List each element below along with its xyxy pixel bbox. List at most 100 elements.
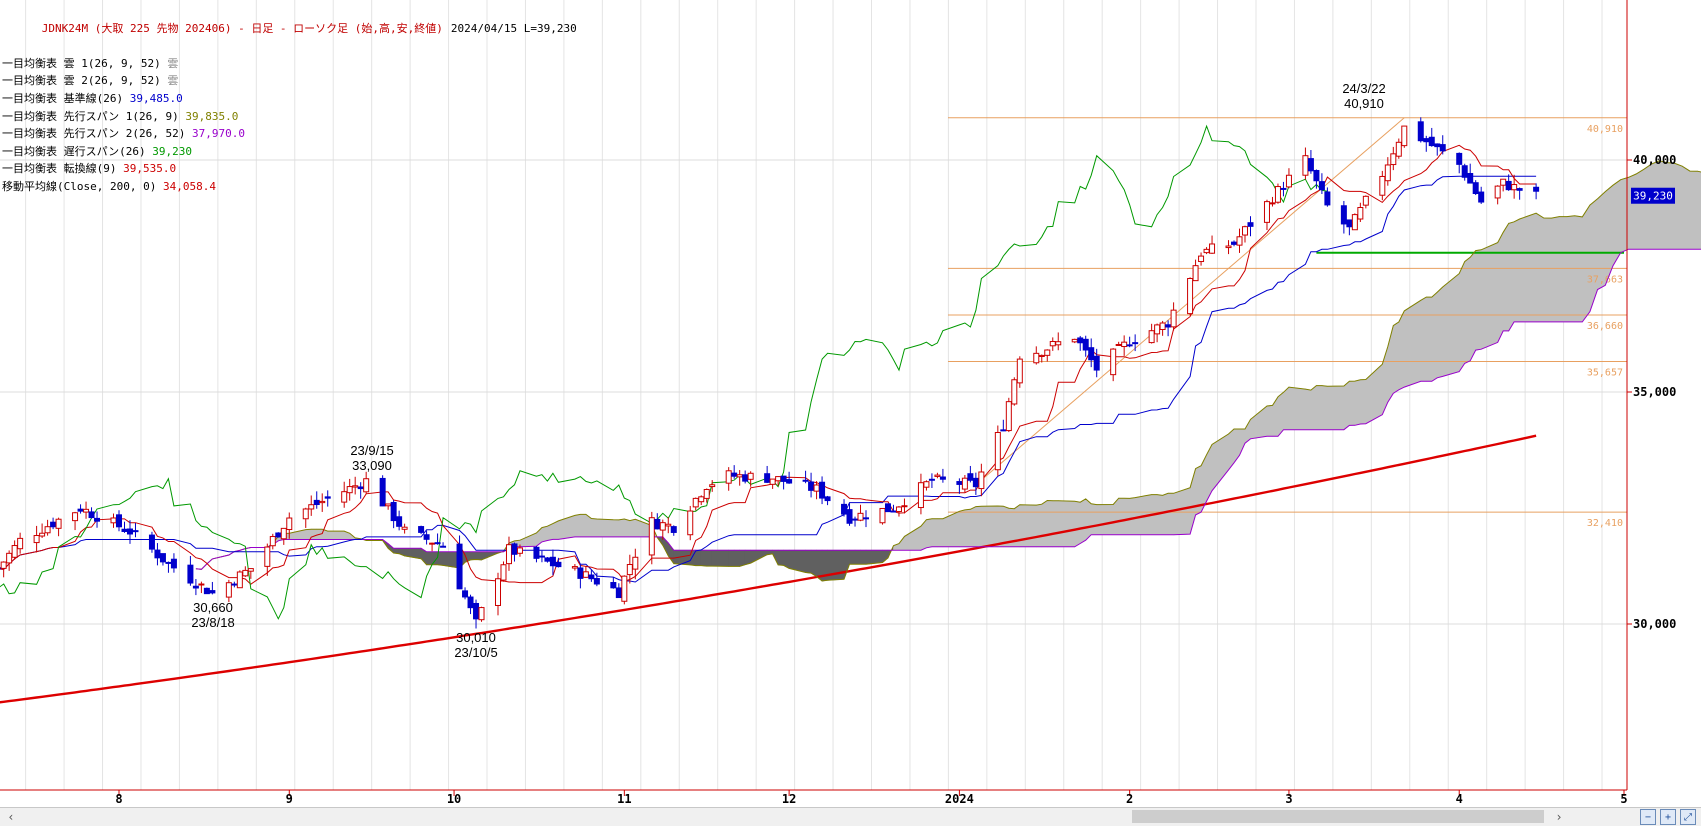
- cloud-segment: [1475, 249, 1482, 351]
- candle-body: [401, 526, 408, 530]
- candle-body: [725, 470, 732, 484]
- candle-body: [352, 485, 359, 488]
- candle-body: [1236, 236, 1243, 246]
- y-tick-label: 30,000: [1633, 617, 1676, 631]
- candle-body: [1351, 214, 1358, 231]
- moving-average-layer: [0, 434, 1537, 704]
- y-tick-label: 35,000: [1633, 385, 1676, 399]
- candle-body: [747, 472, 754, 480]
- indicator-legend: JDNK24M (大取 225 先物 202406) - 日足 - ローソク足 …: [2, 2, 577, 196]
- candle-body: [555, 561, 562, 568]
- senkou-span-b-line: [195, 248, 1701, 570]
- candle-body: [1263, 201, 1270, 223]
- candle-body: [923, 481, 930, 488]
- candle-body: [1313, 169, 1320, 182]
- candle-body: [654, 518, 661, 530]
- candle-body: [33, 535, 40, 544]
- cloud-segment: [1233, 428, 1240, 464]
- scroll-right-icon[interactable]: ›: [1555, 810, 1563, 824]
- candle-body: [1285, 174, 1292, 188]
- cloud-segment: [1651, 160, 1660, 250]
- cloud-segment: [926, 518, 933, 549]
- candle-body: [648, 517, 655, 556]
- candle-body: [1000, 429, 1007, 432]
- cloud-segment: [1697, 170, 1701, 250]
- zoom-out-icon[interactable]: −: [1640, 809, 1656, 825]
- candle-body: [736, 474, 743, 478]
- legend-value: 37,970.0: [192, 127, 246, 141]
- legend-label: 移動平均線(Close, 200, 0): [2, 179, 163, 193]
- candle-body: [429, 542, 436, 545]
- candle-body: [39, 532, 46, 537]
- candle-body: [1357, 207, 1364, 220]
- legend-row: 移動平均線(Close, 200, 0) 34,058.4: [2, 178, 577, 196]
- candle-body: [538, 555, 545, 558]
- candle-body: [802, 479, 809, 482]
- candle-body: [1467, 173, 1474, 184]
- candle-body: [385, 503, 392, 507]
- cloud-segment: [964, 508, 971, 548]
- cloud-segment: [1458, 261, 1466, 373]
- candle-body: [819, 481, 826, 499]
- x-tick-label: 9: [286, 792, 293, 806]
- candle-body: [1434, 143, 1441, 148]
- cloud-segment: [1393, 321, 1400, 394]
- candle-body: [961, 477, 968, 490]
- cloud-segment: [700, 549, 708, 567]
- horizontal-scrollbar[interactable]: ‹ › − + ⤢: [0, 807, 1701, 826]
- candle-body: [1340, 205, 1347, 225]
- candle-body: [187, 564, 194, 584]
- cloud-segment: [1096, 504, 1114, 536]
- candle-body: [209, 590, 216, 594]
- candle-body: [780, 475, 787, 482]
- candle-body: [626, 564, 633, 576]
- candle-body: [1362, 195, 1369, 206]
- candle-body: [610, 582, 617, 589]
- candle-body: [50, 521, 57, 528]
- cloud-segment: [574, 514, 581, 538]
- legend-row: 一目均衡表 転換線(9) 39,535.0: [2, 160, 577, 178]
- cloud-segment: [470, 551, 477, 561]
- candle-body: [11, 545, 18, 558]
- cloud-segment: [1162, 492, 1169, 536]
- cloud-segment: [711, 549, 729, 567]
- candle-body: [852, 518, 859, 521]
- candle-body: [423, 534, 430, 540]
- candle-body: [621, 575, 628, 602]
- scroll-left-icon[interactable]: ‹: [7, 810, 15, 824]
- candle-body: [269, 536, 276, 547]
- cloud-segment: [1436, 286, 1444, 379]
- fib-level-label: 37,663: [1587, 274, 1623, 285]
- cloud-segment: [865, 549, 883, 565]
- legend-label: 一目均衡表 基準線(26): [2, 91, 130, 105]
- cloud-segment: [1480, 242, 1498, 350]
- scrollbar-thumb[interactable]: [1132, 810, 1544, 823]
- candle-body: [786, 479, 793, 484]
- candle-body: [813, 484, 820, 492]
- candle-body: [1038, 354, 1045, 358]
- annotation-date: 23/10/5: [454, 645, 498, 660]
- annotation-value: 30,010: [456, 630, 496, 645]
- candle-body: [440, 545, 447, 548]
- fib-level-label: 32,410: [1587, 518, 1623, 529]
- candle-body: [379, 477, 386, 507]
- candle-body: [1472, 182, 1479, 195]
- fit-icon[interactable]: ⤢: [1680, 809, 1696, 825]
- candle-body: [742, 474, 749, 482]
- axes-layer: 30,000 35,000 40,000 8 9 10 11 12 2024 2 3 4 5 39,230: [0, 0, 1676, 806]
- zoom-in-icon[interactable]: +: [1660, 809, 1676, 825]
- cloud-segment: [1090, 503, 1097, 536]
- candle-body: [1401, 125, 1408, 147]
- candle-body: [1121, 341, 1128, 348]
- cloud-segment: [1469, 249, 1476, 361]
- cloud-segment: [1250, 405, 1268, 440]
- candle-body: [1005, 401, 1012, 432]
- candle-body: [846, 509, 853, 524]
- cloud-segment: [629, 518, 636, 538]
- candle-body: [148, 534, 155, 550]
- cloud-segment: [860, 549, 867, 565]
- candle-body: [0, 567, 2, 570]
- candle-body: [242, 569, 249, 577]
